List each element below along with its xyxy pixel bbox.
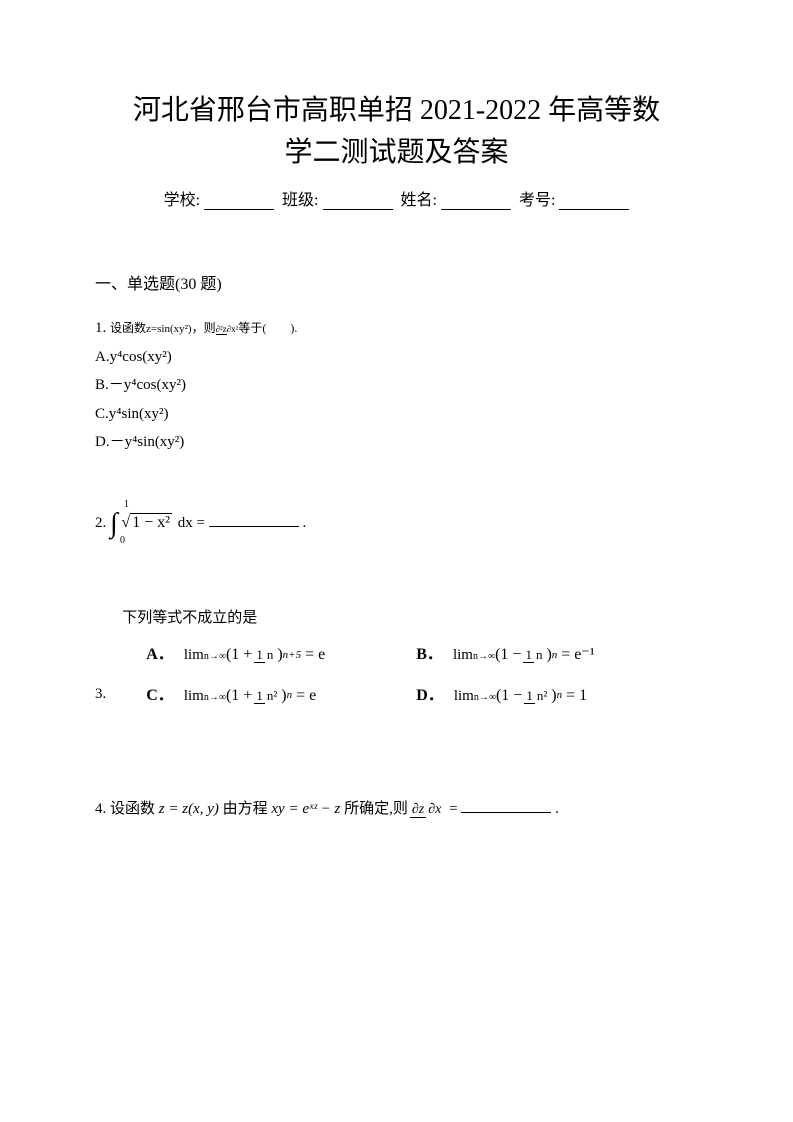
limit-icon: limn→∞ — [454, 688, 496, 704]
fraction-icon: 1n² — [254, 688, 279, 704]
q1-option-d: D.－y⁴sin(xy²) — [95, 428, 698, 457]
q4-period: . — [555, 801, 559, 817]
class-blank[interactable] — [323, 192, 393, 210]
int-upper: 1 — [124, 495, 129, 514]
title-line-1: 河北省邢台市高职单招 2021-2022 年高等数 — [133, 95, 660, 126]
q1-prefix: 设函数 — [110, 321, 146, 335]
q3-option-c: C． limn→∞ (1 + 1n² )n = e — [122, 681, 382, 711]
q4-prefix: 设函数 — [110, 801, 159, 817]
name-blank[interactable] — [441, 192, 511, 210]
limit-icon: limn→∞ — [453, 647, 495, 663]
exam-title: 河北省邢台市高职单招 2021-2022 年高等数 学二测试题及答案 — [95, 90, 698, 174]
q3c-label: C． — [146, 681, 174, 711]
section-1-title: 一、单选题(30 题) — [95, 270, 698, 294]
q4-mid2: 所确定,则 — [340, 801, 408, 817]
q1-suffix: 等于( ). — [238, 321, 297, 335]
sqrt-content: 1 − x² — [130, 513, 172, 531]
q3-options-grid: A． limn→∞ (1 + 1n )n+5 = e B． limn→∞ (1 … — [122, 640, 612, 711]
q3-content-box: 下列等式不成立的是 A． limn→∞ (1 + 1n )n+5 = e B． … — [112, 600, 622, 715]
title-line-2: 学二测试题及答案 — [284, 137, 508, 168]
fraction-icon: 1n² — [524, 688, 549, 704]
question-1: 1. 设函数z=sin(xy²)，则∂²z∂x²等于( ). A.y⁴cos(x… — [95, 314, 698, 457]
q3-option-a: A． limn→∞ (1 + 1n )n+5 = e — [122, 640, 382, 670]
q3a-label: A． — [146, 640, 174, 670]
fraction-icon: 1n — [254, 647, 275, 663]
q2-dx: dx = — [178, 515, 205, 531]
q3b-label: B． — [416, 640, 443, 670]
q1-number: 1. — [95, 320, 106, 336]
q2-answer-blank[interactable] — [209, 513, 299, 527]
q1-option-b: B.－y⁴cos(xy²) — [95, 371, 698, 400]
examno-label: 考号: — [519, 192, 555, 209]
q1-func: z=sin(xy²) — [146, 323, 192, 335]
school-label: 学校: — [164, 192, 200, 209]
q2-number: 2. — [95, 515, 106, 531]
q3-option-b: B． limn→∞ (1 − 1n )n = e⁻¹ — [392, 640, 612, 670]
q4-equals: = — [445, 801, 461, 817]
examno-blank[interactable] — [559, 192, 629, 210]
q3-header: 下列等式不成立的是 — [122, 604, 612, 633]
class-label: 班级: — [282, 192, 318, 209]
q1-option-a: A.y⁴cos(xy²) — [95, 343, 698, 372]
q1-mid: ，则 — [192, 321, 216, 335]
q3-option-d: D． limn→∞ (1 − 1n² )n = 1 — [392, 681, 612, 711]
sqrt-expr: √1 − x² — [121, 508, 172, 538]
q1-option-c: C.y⁴sin(xy²) — [95, 400, 698, 429]
q3-number: 3. — [95, 680, 106, 709]
school-blank[interactable] — [204, 192, 274, 210]
fraction-icon: 1n — [523, 647, 544, 663]
q1-stem: 设函数z=sin(xy²)，则∂²z∂x²等于( ). — [110, 321, 297, 335]
int-lower: 0 — [120, 531, 125, 550]
q4-answer-blank[interactable] — [461, 799, 551, 813]
question-4: 4. 设函数 z = z(x, y) 由方程 xy = eˣᶻ − z 所确定,… — [95, 795, 698, 824]
q4-eqexpr: xy = eˣᶻ − z — [271, 801, 340, 817]
partial-derivative-icon: ∂z∂x — [410, 801, 444, 818]
question-3: 3. 下列等式不成立的是 A． limn→∞ (1 + 1n )n+5 = e … — [95, 600, 698, 715]
limit-icon: limn→∞ — [184, 647, 226, 663]
q4-mid1: 由方程 — [219, 801, 272, 817]
q2-period: . — [303, 515, 307, 531]
q2-formula: ∫10 √1 − x² dx = — [110, 497, 205, 550]
q4-number: 4. — [95, 801, 106, 817]
integral-icon: ∫10 — [110, 497, 118, 550]
question-2: 2. ∫10 √1 − x² dx = . — [95, 497, 698, 550]
limit-icon: limn→∞ — [184, 688, 226, 704]
q4-text: 设函数 z = z(x, y) 由方程 xy = eˣᶻ − z 所确定,则∂z… — [110, 801, 461, 817]
q1-partial-icon: ∂²z∂x² — [216, 325, 239, 333]
q3d-label: D． — [416, 681, 444, 711]
student-info-line: 学校: 班级: 姓名: 考号: — [95, 186, 698, 210]
name-label: 姓名: — [401, 192, 437, 209]
q4-zexpr: z = z(x, y) — [159, 801, 219, 817]
